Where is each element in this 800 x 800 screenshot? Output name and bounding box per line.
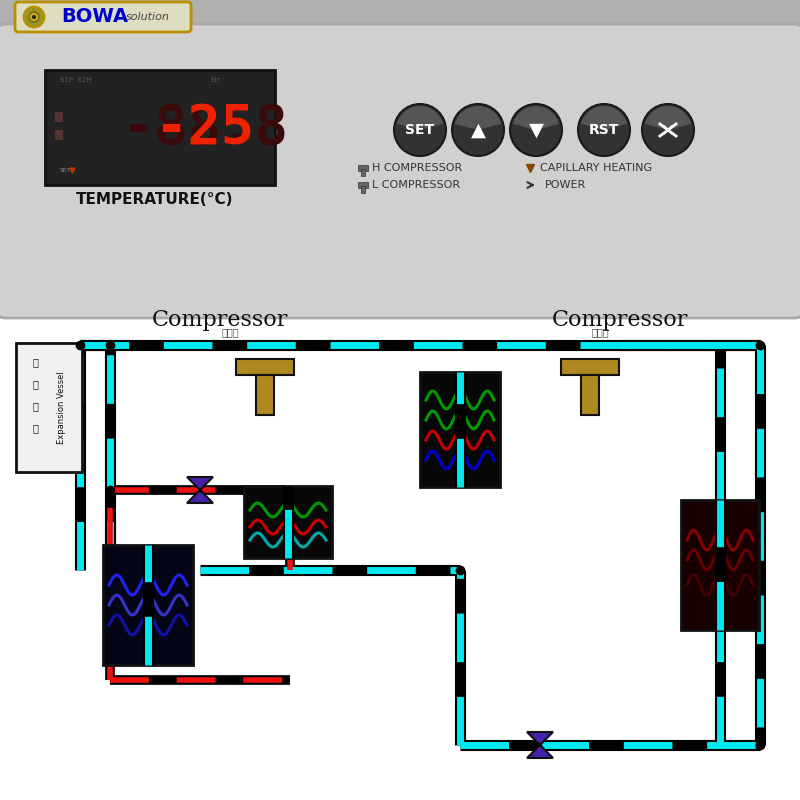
FancyBboxPatch shape [45,70,275,185]
Circle shape [394,104,446,156]
FancyBboxPatch shape [16,343,82,472]
Circle shape [510,104,562,156]
Text: TEMPERATURE(°C): TEMPERATURE(°C) [76,193,234,207]
Wedge shape [581,106,627,130]
Bar [0,0,800,30]
Wedge shape [513,106,559,130]
Text: ✕: ✕ [661,121,675,139]
Circle shape [452,104,504,156]
Text: 压缩机: 压缩机 [221,327,239,337]
Bar [256,375,274,415]
Circle shape [642,104,694,156]
Text: 膨: 膨 [32,357,38,367]
Wedge shape [455,106,501,130]
Bar [581,375,599,415]
Bar [420,372,500,487]
Wedge shape [645,106,691,130]
Bar [561,359,619,375]
Text: RST: RST [589,123,619,137]
Text: Compressor: Compressor [152,309,288,331]
Text: solution: solution [126,12,170,22]
Text: 容: 容 [32,401,38,411]
Text: Compressor: Compressor [552,309,688,331]
Text: ▼: ▼ [529,121,543,139]
Text: 胀: 胀 [32,379,38,389]
Text: H COMPRESSOR: H COMPRESSOR [372,163,462,173]
Bar [103,545,193,665]
Bar [361,186,365,193]
Bar [55,130,63,140]
Text: S1P  E2H: S1P E2H [60,77,91,83]
Bar [236,359,294,375]
Circle shape [24,7,44,27]
Text: BOWA: BOWA [62,7,129,26]
Text: ▲: ▲ [470,121,486,139]
Text: Expansion Vessel: Expansion Vessel [58,372,66,444]
Bar [358,165,368,171]
Text: 压缩机: 压缩机 [591,327,609,337]
Bar [358,182,368,188]
Bar [681,500,759,630]
Text: Err: Err [210,77,220,83]
Circle shape [578,104,630,156]
Text: SET: SET [406,123,434,137]
FancyBboxPatch shape [0,24,800,318]
Polygon shape [187,477,213,503]
Bar [361,169,365,176]
Bar [0,310,800,800]
Text: POWER: POWER [545,180,586,190]
Circle shape [32,15,36,19]
Bar [55,112,63,122]
Bar [244,486,332,558]
Text: 器: 器 [32,423,38,433]
Text: -88.8: -88.8 [122,102,289,154]
Circle shape [29,12,39,22]
Text: SET: SET [60,167,72,173]
Text: -25: -25 [155,102,255,154]
Polygon shape [527,732,553,758]
Text: CAPILLARY HEATING: CAPILLARY HEATING [540,163,652,173]
Text: L COMPRESSOR: L COMPRESSOR [372,180,460,190]
Wedge shape [397,106,443,130]
FancyBboxPatch shape [15,2,191,32]
